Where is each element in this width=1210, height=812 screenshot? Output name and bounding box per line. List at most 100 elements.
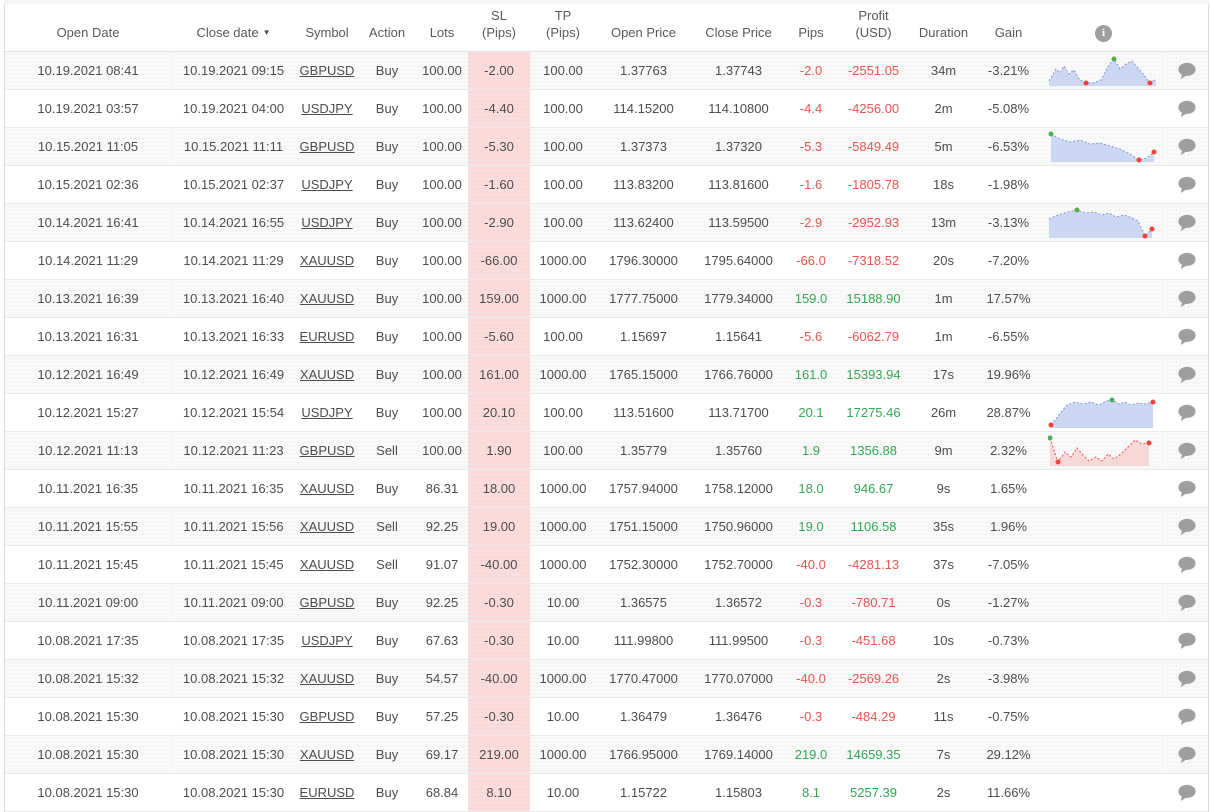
symbol-link[interactable]: GBPUSD bbox=[299, 443, 355, 458]
column-header-chart[interactable]: i bbox=[1041, 4, 1166, 52]
cell-symbol: XAUUSD bbox=[296, 507, 358, 546]
cell-close-price: 111.99500 bbox=[691, 621, 786, 660]
comment-bubble-icon[interactable] bbox=[1177, 289, 1197, 308]
symbol-link[interactable]: GBPUSD bbox=[299, 595, 355, 610]
cell-action: Buy bbox=[358, 393, 416, 432]
comment-bubble-icon[interactable] bbox=[1177, 555, 1197, 574]
cell-chart bbox=[1041, 89, 1166, 128]
cell-close-price: 1.37320 bbox=[691, 127, 786, 166]
cell-sl-pips: 18.00 bbox=[468, 469, 530, 508]
symbol-link[interactable]: XAUUSD bbox=[299, 253, 355, 268]
cell-chart bbox=[1041, 773, 1166, 812]
column-header-pips[interactable]: Pips bbox=[786, 4, 836, 52]
column-header-label: Pips bbox=[798, 25, 824, 41]
cell-lots: 100.00 bbox=[416, 279, 468, 318]
table-row: 10.15.2021 02:36 10.15.2021 02:37 USDJPY Bu… bbox=[5, 165, 1208, 204]
comment-bubble-icon[interactable] bbox=[1177, 517, 1197, 536]
symbol-link[interactable]: USDJPY bbox=[301, 215, 353, 230]
comment-bubble-icon[interactable] bbox=[1177, 631, 1197, 650]
cell-chart bbox=[1041, 127, 1166, 166]
cell-comment bbox=[1166, 355, 1208, 394]
cell-profit-usd: 15393.94 bbox=[836, 355, 911, 394]
symbol-link[interactable]: GBPUSD bbox=[299, 139, 355, 154]
column-header-symbol[interactable]: Symbol bbox=[296, 4, 358, 52]
column-header-open_date[interactable]: Open Date bbox=[5, 4, 171, 52]
column-header-open_price[interactable]: Open Price bbox=[596, 4, 691, 52]
comment-bubble-icon[interactable] bbox=[1177, 251, 1197, 270]
comment-bubble-icon[interactable] bbox=[1177, 441, 1197, 460]
cell-symbol: GBPUSD bbox=[296, 51, 358, 90]
comment-bubble-icon[interactable] bbox=[1177, 707, 1197, 726]
cell-profit-usd: 1106.58 bbox=[836, 507, 911, 546]
cell-profit-usd: -2952.93 bbox=[836, 203, 911, 242]
comment-bubble-icon[interactable] bbox=[1177, 593, 1197, 612]
column-header-tp_pips[interactable]: TP (Pips) bbox=[530, 4, 596, 52]
symbol-link[interactable]: USDJPY bbox=[301, 101, 353, 116]
symbol-link[interactable]: XAUUSD bbox=[299, 291, 355, 306]
symbol-link[interactable]: XAUUSD bbox=[299, 557, 355, 572]
symbol-link[interactable]: XAUUSD bbox=[299, 367, 355, 382]
cell-chart bbox=[1041, 203, 1166, 242]
column-header-action[interactable]: Action bbox=[358, 4, 416, 52]
column-header-profit_usd[interactable]: Profit (USD) bbox=[836, 4, 911, 52]
table-row: 10.19.2021 03:57 10.19.2021 04:00 USDJPY Bu… bbox=[5, 89, 1208, 128]
cell-tp-pips: 100.00 bbox=[530, 51, 596, 90]
cell-close-date: 10.08.2021 15:30 bbox=[171, 773, 296, 812]
symbol-link[interactable]: USDJPY bbox=[301, 177, 353, 192]
cell-open-price: 1766.95000 bbox=[596, 735, 691, 774]
cell-symbol: GBPUSD bbox=[296, 127, 358, 166]
cell-open-price: 113.51600 bbox=[596, 393, 691, 432]
symbol-link[interactable]: XAUUSD bbox=[299, 481, 355, 496]
cell-chart bbox=[1041, 355, 1166, 394]
cell-symbol: USDJPY bbox=[296, 393, 358, 432]
cell-tp-pips: 100.00 bbox=[530, 393, 596, 432]
cell-tp-pips: 1000.00 bbox=[530, 279, 596, 318]
column-header-comment[interactable] bbox=[1166, 4, 1208, 52]
cell-lots: 100.00 bbox=[416, 127, 468, 166]
table-row: 10.11.2021 16:35 10.11.2021 16:35 XAUUSD Bu… bbox=[5, 469, 1208, 508]
cell-profit-usd: 14659.35 bbox=[836, 735, 911, 774]
cell-open-price: 113.62400 bbox=[596, 203, 691, 242]
cell-open-price: 1751.15000 bbox=[596, 507, 691, 546]
cell-profit-usd: -6062.79 bbox=[836, 317, 911, 356]
comment-bubble-icon[interactable] bbox=[1177, 403, 1197, 422]
comment-bubble-icon[interactable] bbox=[1177, 61, 1197, 80]
column-header-close_date[interactable]: Close date ▼ bbox=[171, 4, 296, 52]
info-icon[interactable]: i bbox=[1095, 25, 1112, 42]
column-header-gain[interactable]: Gain bbox=[976, 4, 1041, 52]
cell-chart bbox=[1041, 165, 1166, 204]
comment-bubble-icon[interactable] bbox=[1177, 365, 1197, 384]
symbol-link[interactable]: GBPUSD bbox=[299, 63, 355, 78]
comment-bubble-icon[interactable] bbox=[1177, 137, 1197, 156]
comment-bubble-icon[interactable] bbox=[1177, 213, 1197, 232]
symbol-link[interactable]: XAUUSD bbox=[299, 671, 355, 686]
comment-bubble-icon[interactable] bbox=[1177, 175, 1197, 194]
table-row: 10.08.2021 17:35 10.08.2021 17:35 USDJPY Bu… bbox=[5, 621, 1208, 660]
sparkline-max-dot bbox=[1074, 207, 1079, 213]
cell-close-date: 10.11.2021 09:00 bbox=[171, 583, 296, 622]
comment-bubble-icon[interactable] bbox=[1177, 479, 1197, 498]
comment-bubble-icon[interactable] bbox=[1177, 745, 1197, 764]
column-header-duration[interactable]: Duration bbox=[911, 4, 976, 52]
symbol-link[interactable]: EURUSD bbox=[299, 329, 355, 344]
comment-bubble-icon[interactable] bbox=[1177, 327, 1197, 346]
comment-bubble-icon[interactable] bbox=[1177, 99, 1197, 118]
comment-bubble-icon[interactable] bbox=[1177, 669, 1197, 688]
symbol-link[interactable]: EURUSD bbox=[299, 785, 355, 800]
cell-comment bbox=[1166, 393, 1208, 432]
column-header-label: Action bbox=[368, 25, 406, 41]
cell-close-date: 10.15.2021 02:37 bbox=[171, 165, 296, 204]
symbol-link[interactable]: GBPUSD bbox=[299, 709, 355, 724]
column-header-close_price[interactable]: Close Price bbox=[691, 4, 786, 52]
symbol-link[interactable]: XAUUSD bbox=[299, 747, 355, 762]
cell-lots: 100.00 bbox=[416, 203, 468, 242]
cell-lots: 91.07 bbox=[416, 545, 468, 584]
cell-pips: 1.9 bbox=[786, 431, 836, 470]
cell-tp-pips: 100.00 bbox=[530, 431, 596, 470]
symbol-link[interactable]: USDJPY bbox=[301, 405, 353, 420]
comment-bubble-icon[interactable] bbox=[1177, 783, 1197, 802]
column-header-sl_pips[interactable]: SL (Pips) bbox=[468, 4, 530, 52]
column-header-lots[interactable]: Lots bbox=[416, 4, 468, 52]
symbol-link[interactable]: USDJPY bbox=[301, 633, 353, 648]
symbol-link[interactable]: XAUUSD bbox=[299, 519, 355, 534]
